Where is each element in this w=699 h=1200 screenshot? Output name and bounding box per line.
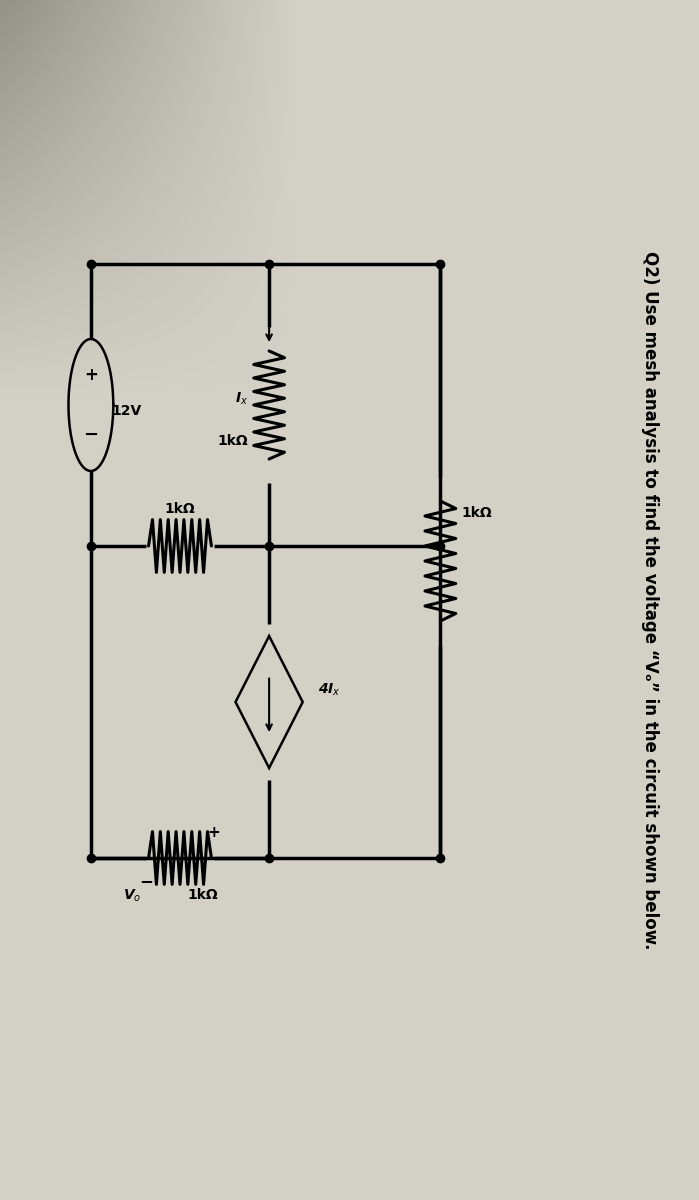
- Text: 12V: 12V: [112, 404, 142, 418]
- Text: +: +: [207, 826, 220, 840]
- Text: V$_o$: V$_o$: [123, 888, 141, 905]
- Text: 1kΩ: 1kΩ: [165, 502, 195, 516]
- Text: I$_x$: I$_x$: [235, 391, 248, 407]
- Text: 1kΩ: 1kΩ: [217, 434, 248, 448]
- Text: 4I$_x$: 4I$_x$: [318, 682, 341, 698]
- Text: Q2) Use mesh analysis to find the voltage “Vₒ” in the circuit shown below.: Q2) Use mesh analysis to find the voltag…: [641, 251, 659, 949]
- Text: −: −: [83, 426, 99, 444]
- Text: −: −: [140, 872, 153, 890]
- Text: +: +: [84, 366, 98, 384]
- Text: 1kΩ: 1kΩ: [461, 506, 492, 520]
- Text: 1kΩ: 1kΩ: [187, 888, 217, 902]
